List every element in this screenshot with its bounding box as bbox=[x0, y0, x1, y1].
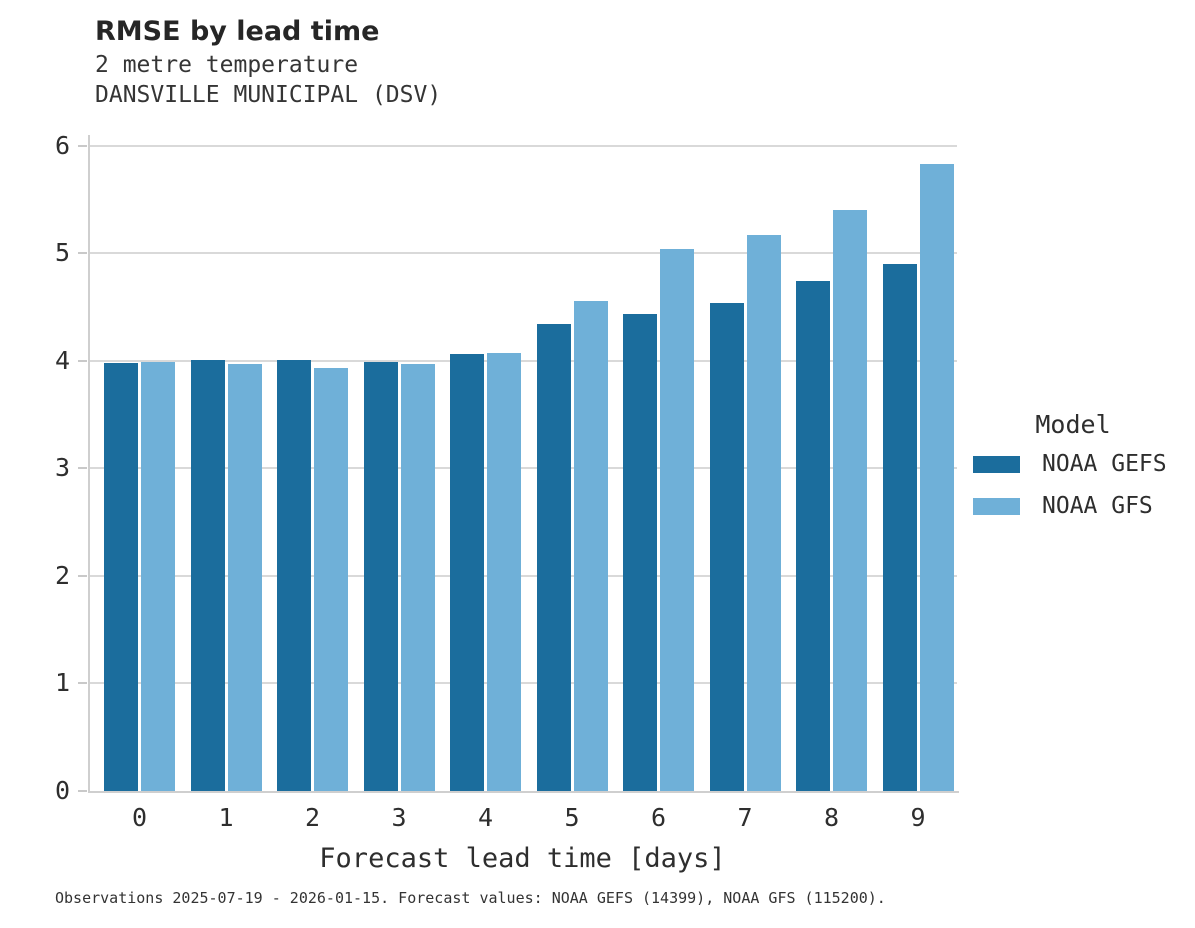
x-tick-label-5: 5 bbox=[564, 803, 580, 832]
legend-swatch-icon bbox=[973, 497, 1020, 515]
x-tick-label-9: 9 bbox=[910, 803, 926, 832]
x-tick-label-4: 4 bbox=[477, 803, 494, 832]
bar-noaa-gefs-lead-5 bbox=[536, 324, 571, 791]
x-axis-label: Forecast lead time [days] bbox=[319, 843, 726, 874]
y-tick-mark bbox=[78, 252, 87, 255]
bar-noaa-gfs-lead-8 bbox=[833, 210, 867, 791]
chart-subtitle-variable: 2 metre temperature bbox=[95, 52, 359, 78]
gridline-y-5 bbox=[90, 252, 957, 255]
gridline-y-2 bbox=[90, 574, 957, 577]
y-tick-mark bbox=[78, 574, 87, 577]
bar-noaa-gefs-lead-9 bbox=[882, 264, 917, 791]
bar-noaa-gfs-lead-1 bbox=[227, 364, 262, 791]
x-tick-label-0: 0 bbox=[131, 803, 148, 832]
bar-noaa-gfs-lead-4 bbox=[487, 353, 521, 791]
gridline-y-6 bbox=[90, 144, 957, 147]
bar-noaa-gefs-lead-6 bbox=[623, 313, 657, 791]
gridline-y-4 bbox=[90, 359, 957, 362]
bar-noaa-gfs-lead-0 bbox=[141, 361, 175, 791]
bar-noaa-gefs-lead-2 bbox=[277, 359, 311, 791]
x-tick-label-1: 1 bbox=[218, 803, 234, 832]
y-tick-label-4: 4 bbox=[54, 345, 70, 375]
bar-noaa-gefs-lead-3 bbox=[363, 361, 398, 791]
y-tick-mark bbox=[78, 682, 87, 685]
y-tick-label-0: 0 bbox=[54, 776, 70, 805]
y-tick-mark bbox=[78, 144, 87, 147]
bar-noaa-gefs-lead-4 bbox=[450, 354, 484, 791]
chart-caption: Observations 2025-07-19 - 2026-01-15. Fo… bbox=[55, 889, 886, 907]
y-tick-label-2: 2 bbox=[54, 560, 70, 590]
y-tick-mark bbox=[78, 359, 87, 362]
y-tick-mark bbox=[78, 467, 87, 470]
legend-title: Model bbox=[1035, 410, 1111, 439]
x-tick-label-6: 6 bbox=[650, 803, 667, 832]
legend-label: NOAA GEFS bbox=[1042, 451, 1167, 477]
bar-noaa-gefs-lead-1 bbox=[190, 359, 225, 791]
legend: Model NOAA GEFS NOAA GFS bbox=[973, 410, 1183, 535]
legend-swatch-icon bbox=[973, 455, 1020, 473]
y-tick-label-3: 3 bbox=[54, 453, 70, 483]
chart-subtitle-station: DANSVILLE MUNICIPAL (DSV) bbox=[95, 82, 442, 108]
legend-label: NOAA GFS bbox=[1042, 493, 1153, 519]
bar-noaa-gfs-lead-7 bbox=[746, 235, 781, 791]
bar-noaa-gfs-lead-2 bbox=[314, 368, 348, 791]
y-tick-label-5: 5 bbox=[54, 238, 70, 268]
bar-noaa-gefs-lead-0 bbox=[104, 363, 138, 791]
x-tick-label-2: 2 bbox=[304, 803, 321, 832]
legend-entry-noaa-gefs: NOAA GEFS bbox=[973, 451, 1183, 477]
bar-noaa-gfs-lead-3 bbox=[400, 364, 435, 791]
bar-noaa-gefs-lead-8 bbox=[796, 281, 830, 791]
y-tick-label-1: 1 bbox=[54, 668, 70, 698]
bar-noaa-gefs-lead-7 bbox=[709, 302, 744, 791]
gridline-y-3 bbox=[90, 467, 957, 470]
gridline-y-1 bbox=[90, 682, 957, 685]
bar-noaa-gfs-lead-5 bbox=[573, 300, 608, 791]
page-title: RMSE by lead time bbox=[95, 16, 380, 47]
y-tick-label-6: 6 bbox=[54, 130, 70, 160]
y-tick-mark bbox=[78, 790, 87, 792]
x-tick-label-7: 7 bbox=[737, 803, 753, 832]
x-tick-label-8: 8 bbox=[823, 803, 840, 832]
legend-entry-noaa-gfs: NOAA GFS bbox=[973, 493, 1183, 519]
bar-noaa-gfs-lead-6 bbox=[660, 249, 694, 791]
x-tick-label-3: 3 bbox=[391, 803, 407, 832]
bar-noaa-gfs-lead-9 bbox=[919, 164, 954, 791]
